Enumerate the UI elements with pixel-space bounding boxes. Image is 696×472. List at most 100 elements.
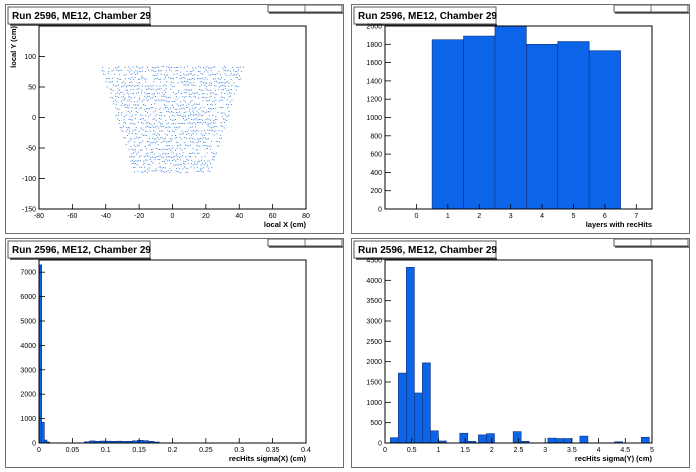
- scatter-point: [143, 104, 144, 105]
- scatter-point: [139, 137, 141, 138]
- scatter-point: [221, 92, 222, 94]
- scatter-point: [197, 149, 199, 150]
- scatter-point: [224, 118, 226, 120]
- scatter-point: [148, 69, 150, 71]
- scatter-point: [178, 90, 180, 91]
- scatter-point: [142, 77, 144, 79]
- scatter-point: [192, 92, 194, 94]
- scatter-point: [161, 167, 163, 169]
- scatter-point: [171, 67, 172, 68]
- scatter-point: [213, 74, 215, 75]
- scatter-point: [116, 96, 118, 97]
- scatter-point: [142, 140, 144, 142]
- scatter-point: [173, 101, 175, 102]
- scatter-point: [202, 90, 204, 92]
- scatter-point: [151, 67, 153, 68]
- scatter-point: [165, 105, 167, 106]
- scatter-point: [176, 103, 178, 105]
- scatter-point: [121, 86, 122, 88]
- chart-layers-with-rechits: Run 2596, ME12, Chamber 29 0 1 2 3 4 5 6 7 0 200 40…: [353, 5, 689, 229]
- scatter-point: [151, 160, 153, 162]
- scatter-point: [215, 115, 217, 117]
- scatter-point: [199, 81, 201, 83]
- scatter-point: [173, 159, 175, 161]
- scatter-point: [135, 149, 136, 151]
- scatter-point: [221, 130, 223, 132]
- scatter-point: [228, 111, 230, 112]
- scatter-point: [150, 127, 152, 128]
- x-tick-label: -20: [134, 213, 144, 220]
- scatter-point: [135, 70, 137, 71]
- scatter-point: [155, 157, 156, 159]
- scatter-point: [161, 123, 163, 125]
- scatter-point: [175, 170, 177, 172]
- scatter-point: [189, 73, 191, 75]
- scatter-point: [190, 122, 192, 124]
- scatter-point: [176, 153, 178, 155]
- scatter-point: [105, 78, 107, 79]
- scatter-point: [219, 74, 221, 76]
- y-tick-label: 1600: [366, 60, 382, 67]
- scatter-point: [106, 86, 108, 88]
- scatter-point: [109, 78, 110, 79]
- scatter-point: [109, 88, 111, 90]
- scatter-point: [200, 119, 202, 120]
- scatter-point: [202, 134, 204, 136]
- scatter-point: [151, 156, 153, 158]
- scatter-point: [158, 66, 160, 68]
- scatter-point: [140, 114, 142, 116]
- scatter-point: [202, 114, 204, 116]
- scatter-point: [196, 130, 198, 131]
- scatter-point: [165, 153, 166, 155]
- scatter-point: [209, 108, 211, 109]
- scatter-point: [167, 156, 169, 158]
- y-tick-label: 2500: [366, 339, 382, 346]
- scatter-point: [193, 69, 194, 71]
- scatter-point: [144, 134, 146, 136]
- scatter-point: [174, 156, 176, 157]
- scatter-point: [226, 99, 228, 101]
- scatter-point: [161, 126, 163, 128]
- scatter-point: [211, 108, 213, 110]
- scatter-point: [187, 65, 188, 67]
- scatter-point: [124, 82, 126, 84]
- scatter-point: [152, 107, 154, 108]
- scatter-point: [139, 156, 140, 158]
- y-tick-label: 50: [28, 85, 36, 92]
- scatter-point: [177, 171, 179, 172]
- scatter-point: [166, 141, 168, 143]
- scatter-point: [141, 118, 143, 120]
- scatter-point: [135, 126, 137, 128]
- scatter-point: [202, 145, 204, 147]
- scatter-point: [178, 171, 180, 173]
- scatter-point: [156, 100, 158, 102]
- scatter-point: [161, 170, 163, 172]
- scatter-point: [176, 93, 178, 95]
- scatter-point: [139, 119, 141, 120]
- scatter-point: [193, 138, 195, 140]
- scatter-point: [149, 114, 151, 116]
- scatter-point: [171, 77, 173, 79]
- scatter-point: [163, 156, 164, 158]
- scatter-point: [154, 170, 156, 172]
- scatter-point: [189, 90, 191, 92]
- scatter-point: [112, 77, 114, 79]
- scatter-point: [131, 119, 133, 121]
- scatter-point: [186, 74, 188, 76]
- scatter-point: [122, 85, 124, 87]
- scatter-point: [189, 101, 191, 103]
- scatter-point: [180, 114, 182, 116]
- scatter-point: [228, 96, 230, 97]
- scatter-point: [116, 85, 118, 87]
- scatter-point: [219, 141, 220, 143]
- scatter-point: [150, 157, 152, 159]
- scatter-point: [190, 82, 192, 84]
- scatter-point: [119, 69, 121, 71]
- scatter-point: [165, 145, 167, 147]
- scatter-point: [147, 152, 149, 154]
- scatter-point: [135, 160, 137, 162]
- scatter-point: [158, 79, 160, 80]
- scatter-point: [183, 142, 185, 144]
- scatter-point: [207, 111, 209, 113]
- scatter-point: [197, 92, 198, 94]
